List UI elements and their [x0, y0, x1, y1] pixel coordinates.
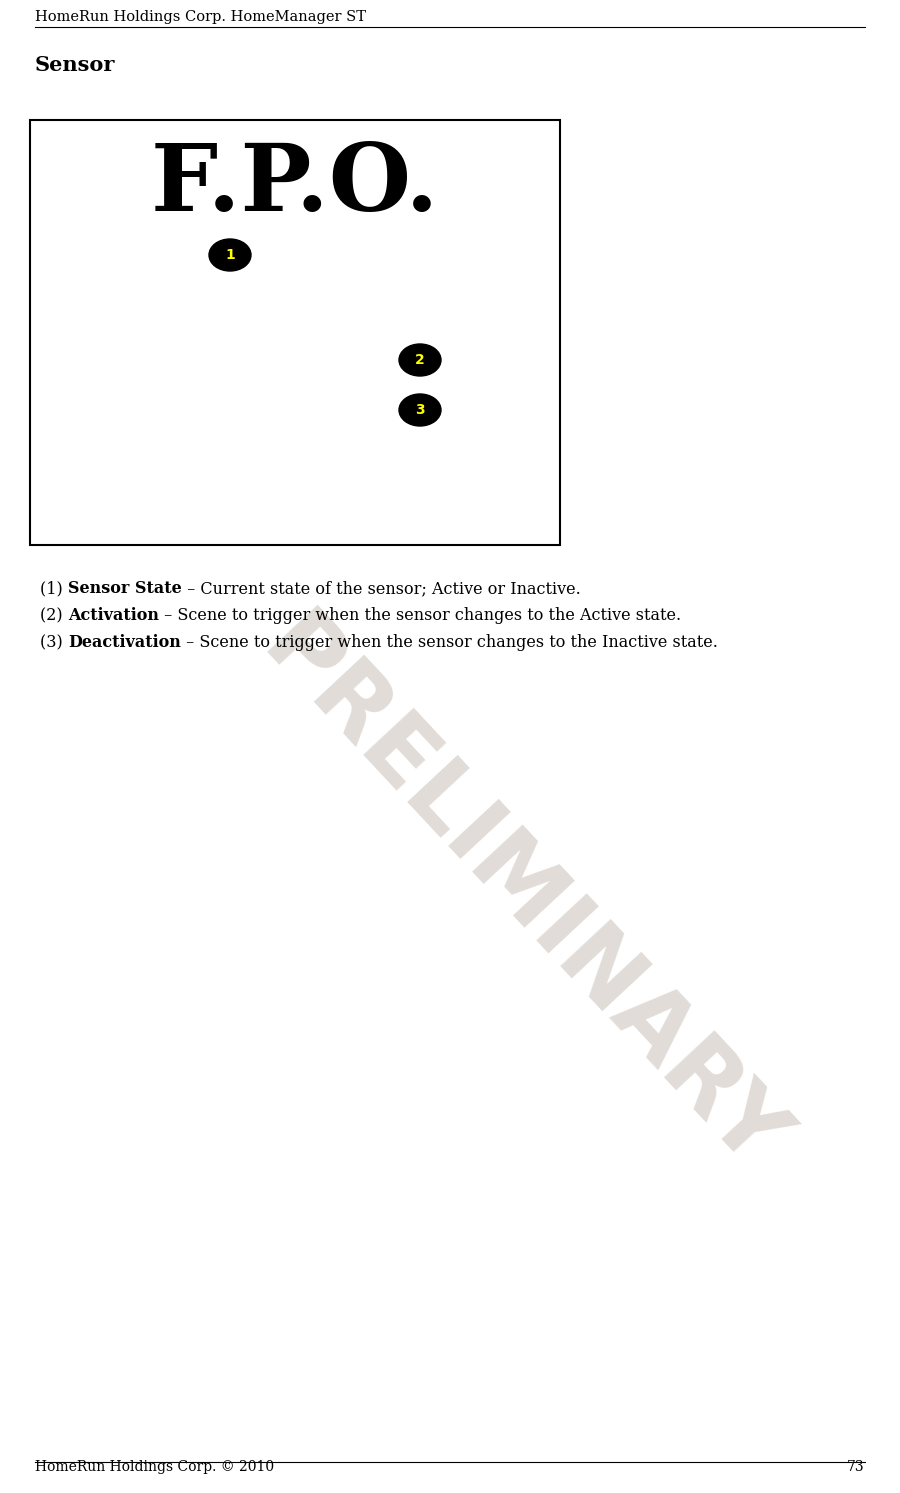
Ellipse shape [399, 343, 441, 376]
Text: – Scene to trigger when the sensor changes to the Active state.: – Scene to trigger when the sensor chang… [158, 608, 681, 624]
Ellipse shape [399, 394, 441, 426]
Text: Sensor State: Sensor State [68, 579, 182, 597]
Text: Sensor: Sensor [35, 55, 115, 75]
Text: PRELIMINARY: PRELIMINARY [243, 602, 801, 1190]
Text: 73: 73 [848, 1460, 865, 1474]
Text: 3: 3 [415, 403, 425, 417]
Text: HomeRun Holdings Corp. © 2010: HomeRun Holdings Corp. © 2010 [35, 1460, 274, 1474]
Bar [30, 119, 560, 545]
Text: 1: 1 [225, 248, 235, 261]
Text: (1): (1) [40, 579, 68, 597]
Text: (3): (3) [40, 635, 68, 651]
Text: – Scene to trigger when the sensor changes to the Inactive state.: – Scene to trigger when the sensor chang… [181, 635, 717, 651]
Text: HomeRun Holdings Corp. HomeManager ST: HomeRun Holdings Corp. HomeManager ST [35, 10, 366, 24]
Text: 2: 2 [415, 352, 425, 367]
Text: (2): (2) [40, 608, 68, 624]
Text: Activation: Activation [68, 608, 158, 624]
Text: Deactivation: Deactivation [68, 635, 181, 651]
Ellipse shape [209, 239, 251, 272]
Text: F.P.O.: F.P.O. [151, 140, 439, 230]
Text: – Current state of the sensor; Active or Inactive.: – Current state of the sensor; Active or… [182, 579, 580, 597]
